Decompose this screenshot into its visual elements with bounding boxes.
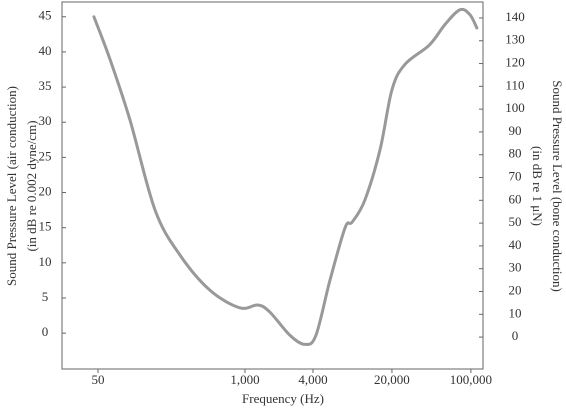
y2-tick-label: 40	[509, 237, 522, 252]
y-tick-label: 0	[42, 324, 49, 339]
x-tick-label: 20,000	[374, 372, 410, 387]
x-tick-label: 1,000	[230, 372, 259, 387]
y2-axis-title-line: Sound Pressure Level (bone conduction)	[550, 80, 565, 292]
x-tick-label: 50	[92, 372, 105, 387]
y2-tick-label: 110	[505, 77, 524, 92]
y-tick-label: 5	[42, 289, 49, 304]
y2-tick-label: 30	[509, 260, 522, 275]
y2-tick-label: 20	[509, 282, 522, 297]
y2-tick-label: 0	[512, 328, 519, 343]
y-axis-title-line: Sound Pressure Level (air conduction)	[4, 86, 19, 286]
y-tick-label: 10	[39, 254, 52, 269]
y2-axis-title-line: (in dB re 1 μN)	[530, 146, 545, 226]
y-tick-label: 35	[39, 78, 52, 93]
y-axis-title-line: (in dB re 0.002 dyne/cm)	[24, 120, 39, 251]
y2-tick-label: 60	[509, 191, 522, 206]
y-axis-title: Sound Pressure Level (air conduction) (i…	[4, 86, 39, 286]
y2-tick-label: 100	[505, 100, 525, 115]
x-tick-label: 100,000	[450, 372, 492, 387]
y2-tick-label: 140	[505, 9, 525, 24]
y2-axis-title: Sound Pressure Level (bone conduction) (…	[530, 80, 565, 292]
y2-tick-label: 130	[505, 32, 525, 47]
y-tick-label: 45	[39, 8, 52, 23]
y-tick-label: 30	[39, 113, 52, 128]
y-tick-label: 20	[39, 184, 52, 199]
y2-tick-label: 120	[505, 55, 525, 70]
y2-tick-label: 90	[509, 123, 522, 138]
plot-frame	[61, 1, 484, 370]
y-tick-label: 40	[39, 43, 52, 58]
y2-tick-label: 70	[509, 169, 522, 184]
x-tick-label: 4,000	[298, 372, 327, 387]
y2-tick-label: 50	[509, 214, 522, 229]
curve	[92, 7, 479, 346]
y-tick-label: 15	[39, 219, 52, 234]
x-axis-title: Frequency (Hz)	[242, 391, 324, 406]
y2-tick-label: 80	[509, 146, 522, 161]
y-tick-label: 25	[39, 148, 52, 163]
y2-tick-label: 10	[509, 305, 522, 320]
